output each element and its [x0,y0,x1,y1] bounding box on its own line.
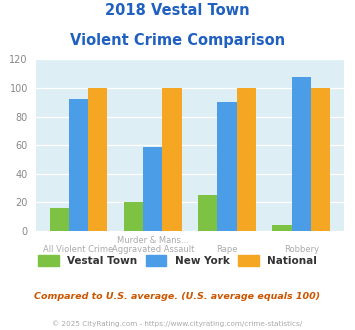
Text: Rape: Rape [216,245,238,254]
Bar [217,102,237,231]
Bar [163,88,182,231]
Bar [69,99,88,231]
Bar [124,202,143,231]
Text: © 2025 CityRating.com - https://www.cityrating.com/crime-statistics/: © 2025 CityRating.com - https://www.city… [53,320,302,327]
Text: All Violent Crime: All Violent Crime [43,245,114,254]
Bar [143,147,163,231]
Bar [272,225,292,231]
Text: Aggravated Assault: Aggravated Assault [111,245,194,254]
Text: Murder & Mans...: Murder & Mans... [117,236,189,245]
Bar [50,208,69,231]
Text: Compared to U.S. average. (U.S. average equals 100): Compared to U.S. average. (U.S. average … [34,292,321,301]
Bar [292,77,311,231]
Text: 2018 Vestal Town: 2018 Vestal Town [105,3,250,18]
Bar [311,88,330,231]
Bar [198,195,217,231]
Legend: Vestal Town, New York, National: Vestal Town, New York, National [34,251,321,270]
Text: Violent Crime Comparison: Violent Crime Comparison [70,33,285,48]
Bar [88,88,108,231]
Text: Robbery: Robbery [284,245,319,254]
Bar [237,88,256,231]
